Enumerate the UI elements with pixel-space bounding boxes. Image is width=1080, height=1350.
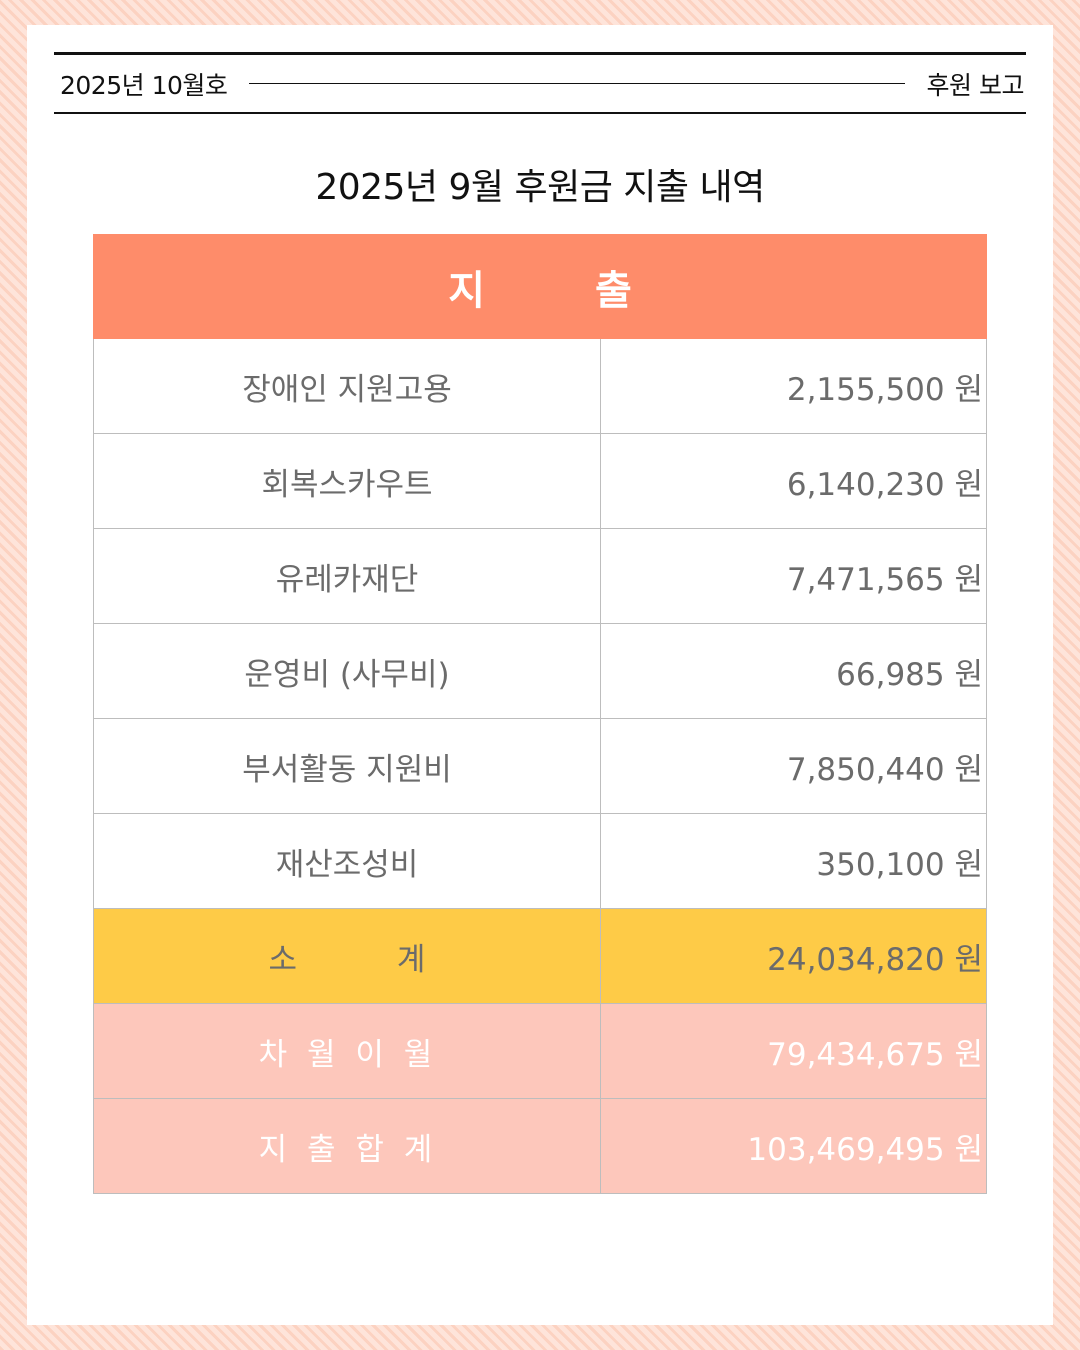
table-row: 부서활동 지원비 7,850,440 원 — [94, 719, 986, 814]
header-divider — [249, 83, 905, 84]
table-body: 장애인 지원고용 2,155,500 원 회복스카우트 6,140,230 원 … — [93, 339, 987, 1194]
row-amount: 7,471,565 원 — [786, 561, 983, 598]
table-row: 재산조성비 350,100 원 — [94, 814, 986, 909]
row-label: 유레카재단 — [94, 529, 601, 623]
carryover-label: 차 월 이 월 — [94, 1004, 601, 1098]
row-label: 부서활동 지원비 — [94, 719, 601, 813]
table-row: 장애인 지원고용 2,155,500 원 — [94, 339, 986, 434]
report-page: 2025년 10월호 후원 보고 2025년 9월 후원금 지출 내역 지 출 … — [27, 25, 1053, 1325]
row-amount: 66,985 원 — [836, 656, 983, 693]
carryover-amount: 79,434,675 원 — [767, 1036, 983, 1073]
row-label: 회복스카우트 — [94, 434, 601, 528]
row-label: 운영비 (사무비) — [94, 624, 601, 718]
table-row: 유레카재단 7,471,565 원 — [94, 529, 986, 624]
total-row: 지 출 합 계 103,469,495 원 — [94, 1099, 986, 1194]
section-label: 후원 보고 — [926, 70, 1025, 100]
carryover-row: 차 월 이 월 79,434,675 원 — [94, 1004, 986, 1099]
subtotal-row: 소 계 24,034,820 원 — [94, 909, 986, 1004]
total-label: 지 출 합 계 — [94, 1099, 601, 1193]
row-amount: 350,100 원 — [816, 846, 983, 883]
page-title: 2025년 9월 후원금 지출 내역 — [315, 167, 765, 208]
subtotal-label: 소 계 — [94, 909, 601, 1003]
row-label: 재산조성비 — [94, 814, 601, 908]
row-amount: 2,155,500 원 — [786, 371, 983, 408]
issue-header: 2025년 10월호 후원 보고 — [54, 52, 1026, 114]
table-row: 회복스카우트 6,140,230 원 — [94, 434, 986, 529]
row-amount: 6,140,230 원 — [786, 466, 983, 503]
issue-label: 2025년 10월호 — [60, 70, 228, 100]
row-amount: 7,850,440 원 — [786, 751, 983, 788]
expense-table: 지 출 장애인 지원고용 2,155,500 원 회복스카우트 6,140,23… — [93, 234, 987, 1194]
total-amount: 103,469,495 원 — [747, 1131, 983, 1168]
row-label: 장애인 지원고용 — [94, 339, 601, 433]
subtotal-amount: 24,034,820 원 — [767, 941, 983, 978]
table-heading: 지 출 — [93, 234, 987, 339]
table-row: 운영비 (사무비) 66,985 원 — [94, 624, 986, 719]
